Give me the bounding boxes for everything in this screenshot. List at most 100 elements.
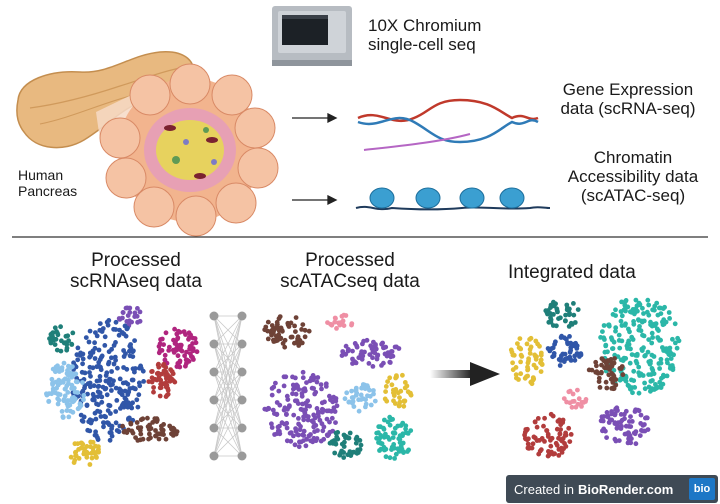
- cluster-point: [154, 417, 160, 423]
- cluster-point: [630, 390, 635, 396]
- cluster-point: [277, 402, 283, 408]
- cluster-point: [518, 359, 523, 365]
- cluster-point: [378, 446, 384, 452]
- cluster-point: [48, 339, 54, 345]
- cluster-point: [376, 430, 381, 436]
- cluster-point: [637, 433, 643, 438]
- cluster-point: [91, 383, 97, 389]
- cluster-point: [313, 423, 319, 428]
- cluster-point: [321, 424, 327, 430]
- cluster-point: [333, 398, 339, 404]
- cluster-point: [163, 373, 169, 378]
- cluster-point: [516, 377, 521, 382]
- cluster-point: [518, 371, 524, 377]
- cluster-point: [92, 356, 98, 361]
- cluster-point: [56, 366, 62, 371]
- cluster-point: [284, 420, 290, 426]
- cluster-point: [265, 319, 271, 325]
- cluster-point: [392, 430, 398, 436]
- cluster-point: [352, 341, 358, 346]
- cluster-point: [288, 334, 294, 340]
- cluster-point: [304, 380, 309, 385]
- cluster-point: [81, 397, 86, 403]
- cluster-point: [575, 387, 580, 393]
- cluster-point: [567, 334, 572, 339]
- cluster-point: [179, 348, 185, 354]
- cluster-point: [90, 439, 96, 445]
- cluster-point: [609, 363, 615, 369]
- cluster-point: [515, 341, 520, 346]
- cluster-point: [658, 337, 663, 343]
- cluster-point: [108, 382, 114, 388]
- cluster-point: [90, 391, 96, 397]
- cluster-point: [604, 410, 610, 415]
- cluster-point: [101, 420, 107, 426]
- cluster-point: [638, 421, 644, 426]
- cluster-point: [99, 394, 105, 400]
- cluster-point: [403, 430, 409, 436]
- cluster-point: [539, 361, 545, 367]
- cluster-point: [532, 419, 538, 425]
- cluster-point: [285, 320, 291, 326]
- cluster-point: [117, 376, 123, 382]
- cluster-point: [293, 426, 298, 431]
- cluster-point: [78, 403, 84, 408]
- cluster-point: [379, 341, 384, 347]
- cluster-point: [271, 337, 276, 343]
- cluster-point: [88, 384, 93, 390]
- cluster-point: [601, 335, 607, 341]
- cluster-point: [141, 379, 147, 384]
- cluster-point: [111, 343, 117, 348]
- cluster-point: [513, 372, 519, 378]
- cluster-point: [298, 424, 303, 429]
- cluster-point: [132, 310, 138, 316]
- arrow-to-integrated: [430, 362, 500, 386]
- cluster-point: [401, 399, 407, 404]
- cluster-point: [273, 380, 278, 386]
- gex-label-line1: Gene Expression: [562, 80, 694, 99]
- cluster-point: [72, 389, 78, 395]
- biorender-badge[interactable]: Created in BioRender.com bio: [506, 475, 718, 503]
- cluster-point: [151, 389, 156, 395]
- cluster-point: [276, 388, 282, 394]
- cluster-point: [80, 361, 85, 367]
- cluster-point: [650, 335, 655, 340]
- cluster-point: [280, 341, 286, 346]
- cluster-point: [542, 439, 547, 444]
- cluster-point: [662, 304, 667, 310]
- cluster-point: [397, 433, 403, 439]
- cluster-point: [274, 412, 280, 417]
- cluster-point: [320, 409, 325, 415]
- cluster-point: [269, 425, 275, 430]
- cluster-point: [99, 353, 105, 359]
- cluster-point: [281, 374, 287, 380]
- cluster-point: [124, 326, 130, 332]
- cluster-point: [314, 406, 320, 411]
- cluster-point: [53, 336, 59, 342]
- cluster-point: [403, 426, 408, 432]
- cluster-point: [313, 389, 319, 395]
- integration-network-icon: [209, 311, 247, 461]
- cluster-point: [536, 451, 542, 457]
- cluster-point: [650, 378, 655, 383]
- cluster-point: [332, 450, 338, 456]
- cluster-point: [619, 417, 625, 423]
- cluster-point: [389, 382, 395, 388]
- cluster-point: [281, 383, 287, 389]
- cluster-point: [262, 327, 268, 333]
- cluster-point: [625, 440, 631, 446]
- cluster-point: [323, 384, 329, 389]
- cluster-point: [308, 438, 314, 444]
- cluster-point: [632, 409, 638, 414]
- cluster-point: [270, 330, 276, 336]
- cluster-point: [332, 319, 338, 325]
- cluster-point: [644, 415, 649, 420]
- cluster-point: [165, 387, 171, 393]
- cluster-point: [153, 433, 159, 439]
- cluster-point: [618, 318, 624, 324]
- cluster-point: [379, 441, 385, 447]
- cluster-point: [49, 376, 55, 382]
- cluster-point: [194, 349, 200, 355]
- cluster-point: [64, 408, 70, 413]
- cluster-point: [85, 391, 90, 397]
